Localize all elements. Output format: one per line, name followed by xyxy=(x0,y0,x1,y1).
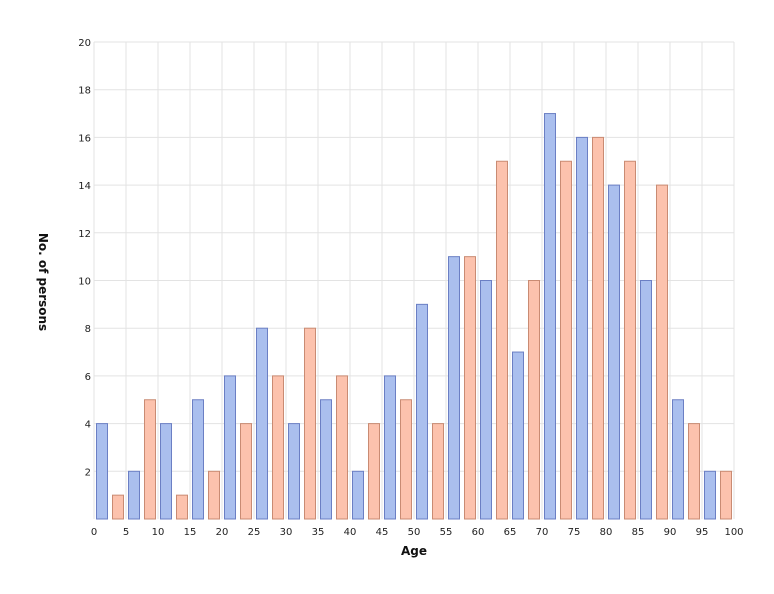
bar-blue-30 xyxy=(576,136,588,520)
x-tick-label-55: 55 xyxy=(440,527,453,538)
x-tick-label-40: 40 xyxy=(344,527,357,538)
y-tick-label-16: 16 xyxy=(78,133,91,144)
y-tick-label-12: 12 xyxy=(78,229,91,240)
x-tick-label-45: 45 xyxy=(376,527,389,538)
y-tick-label-14: 14 xyxy=(78,181,91,192)
x-tick-label-50: 50 xyxy=(408,527,421,538)
bar-blue-4 xyxy=(160,423,172,520)
x-tick-label-25: 25 xyxy=(248,527,261,538)
x-tick-label-85: 85 xyxy=(632,527,645,538)
bar-blue-8 xyxy=(224,375,236,520)
bars xyxy=(96,113,732,520)
bar-orange-13 xyxy=(304,327,316,520)
bar-orange-1 xyxy=(112,494,124,520)
bar-blue-14 xyxy=(320,399,332,520)
bar-orange-21 xyxy=(432,423,444,520)
bar-blue-0 xyxy=(96,423,108,520)
y-tick-label-2: 2 xyxy=(85,467,91,478)
bar-orange-11 xyxy=(272,375,284,520)
x-tick-label-0: 0 xyxy=(91,527,97,538)
y-tick-label-18: 18 xyxy=(78,86,91,97)
x-tick-label-35: 35 xyxy=(312,527,325,538)
bar-blue-12 xyxy=(288,423,300,520)
bar-blue-34 xyxy=(640,280,652,520)
bar-orange-7 xyxy=(208,470,220,520)
bar-blue-6 xyxy=(192,399,204,520)
bar-blue-22 xyxy=(448,256,460,520)
bar-orange-25 xyxy=(496,160,508,520)
bar-orange-33 xyxy=(624,160,636,520)
y-tick-label-6: 6 xyxy=(85,372,91,383)
bar-orange-19 xyxy=(400,399,412,520)
x-tick-label-30: 30 xyxy=(280,527,293,538)
bar-orange-17 xyxy=(368,423,380,520)
bar-orange-15 xyxy=(336,375,348,520)
bar-blue-36 xyxy=(672,399,684,520)
x-tick-label-5: 5 xyxy=(123,527,129,538)
bar-orange-35 xyxy=(656,184,668,520)
bar-blue-28 xyxy=(544,113,556,520)
bar-blue-32 xyxy=(608,184,620,520)
bar-orange-31 xyxy=(592,136,604,520)
x-tick-label-80: 80 xyxy=(600,527,613,538)
y-axis-title: No. of persons xyxy=(36,233,50,331)
bar-blue-18 xyxy=(384,375,396,520)
x-axis-title: Age xyxy=(401,544,427,558)
bar-blue-16 xyxy=(352,470,364,520)
x-tick-label-100: 100 xyxy=(724,527,743,538)
bar-orange-23 xyxy=(464,256,476,520)
bar-orange-39 xyxy=(720,470,732,520)
bar-blue-26 xyxy=(512,351,524,520)
grid-lines xyxy=(93,41,735,519)
x-tick-label-60: 60 xyxy=(472,527,485,538)
y-tick-label-8: 8 xyxy=(85,324,91,335)
bar-orange-27 xyxy=(528,280,540,520)
bar-blue-38 xyxy=(704,470,716,520)
x-tick-label-95: 95 xyxy=(696,527,709,538)
x-tick-label-10: 10 xyxy=(152,527,165,538)
x-tick-label-65: 65 xyxy=(504,527,517,538)
bar-blue-24 xyxy=(480,280,492,520)
x-tick-label-75: 75 xyxy=(568,527,581,538)
bar-blue-2 xyxy=(128,470,140,520)
y-tick-label-10: 10 xyxy=(78,277,91,288)
tick-labels: 0 5 10 15 20 25 30 35 40 45 50 55 60 65 70 75 80 85 90 95 10… xyxy=(78,38,743,538)
bar-orange-9 xyxy=(240,423,252,520)
x-tick-label-90: 90 xyxy=(664,527,677,538)
bar-orange-37 xyxy=(688,423,700,520)
bar-orange-29 xyxy=(560,160,572,520)
x-tick-label-70: 70 xyxy=(536,527,549,538)
y-tick-label-20: 20 xyxy=(78,38,91,49)
bar-orange-3 xyxy=(144,399,156,520)
x-tick-label-20: 20 xyxy=(216,527,229,538)
bar-blue-10 xyxy=(256,327,268,520)
x-tick-label-15: 15 xyxy=(184,527,197,538)
bar-blue-20 xyxy=(416,303,428,520)
y-tick-label-4: 4 xyxy=(85,420,91,431)
bar-orange-5 xyxy=(176,494,188,520)
